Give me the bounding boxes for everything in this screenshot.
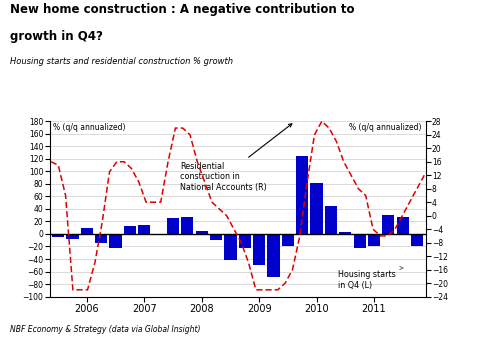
Bar — [52, 234, 64, 237]
Bar — [382, 215, 395, 234]
Bar — [253, 234, 265, 265]
Text: Residential
construction in
National Accounts (R): Residential construction in National Acc… — [180, 124, 292, 191]
Bar — [181, 217, 194, 234]
Bar — [152, 234, 165, 235]
Bar — [353, 234, 366, 248]
Bar — [224, 234, 237, 260]
Bar — [95, 234, 107, 243]
Text: New home construction : A negative contribution to: New home construction : A negative contr… — [10, 3, 354, 17]
Bar — [267, 234, 280, 277]
Bar — [368, 234, 380, 246]
Bar — [66, 234, 79, 239]
Text: NBF Economy & Strategy (data via Global Insight): NBF Economy & Strategy (data via Global … — [10, 325, 200, 334]
Text: growth in Q4?: growth in Q4? — [10, 30, 103, 43]
Bar — [282, 234, 294, 246]
Bar — [310, 183, 323, 234]
Bar — [124, 226, 136, 234]
Bar — [109, 234, 122, 248]
Bar — [339, 232, 351, 234]
Text: % (q/q annualized): % (q/q annualized) — [349, 123, 422, 132]
Bar — [239, 234, 251, 248]
Bar — [296, 156, 308, 234]
Bar — [81, 228, 93, 234]
Bar — [138, 224, 150, 234]
Text: Housing starts
in Q4 (L): Housing starts in Q4 (L) — [338, 266, 403, 290]
Text: Housing starts and residential construction % growth: Housing starts and residential construct… — [10, 57, 233, 66]
Bar — [167, 218, 179, 234]
Bar — [325, 207, 337, 234]
Bar — [411, 234, 423, 246]
Bar — [210, 234, 222, 240]
Bar — [396, 217, 409, 234]
Bar — [196, 231, 208, 234]
Text: % (q/q annualized): % (q/q annualized) — [53, 123, 126, 132]
